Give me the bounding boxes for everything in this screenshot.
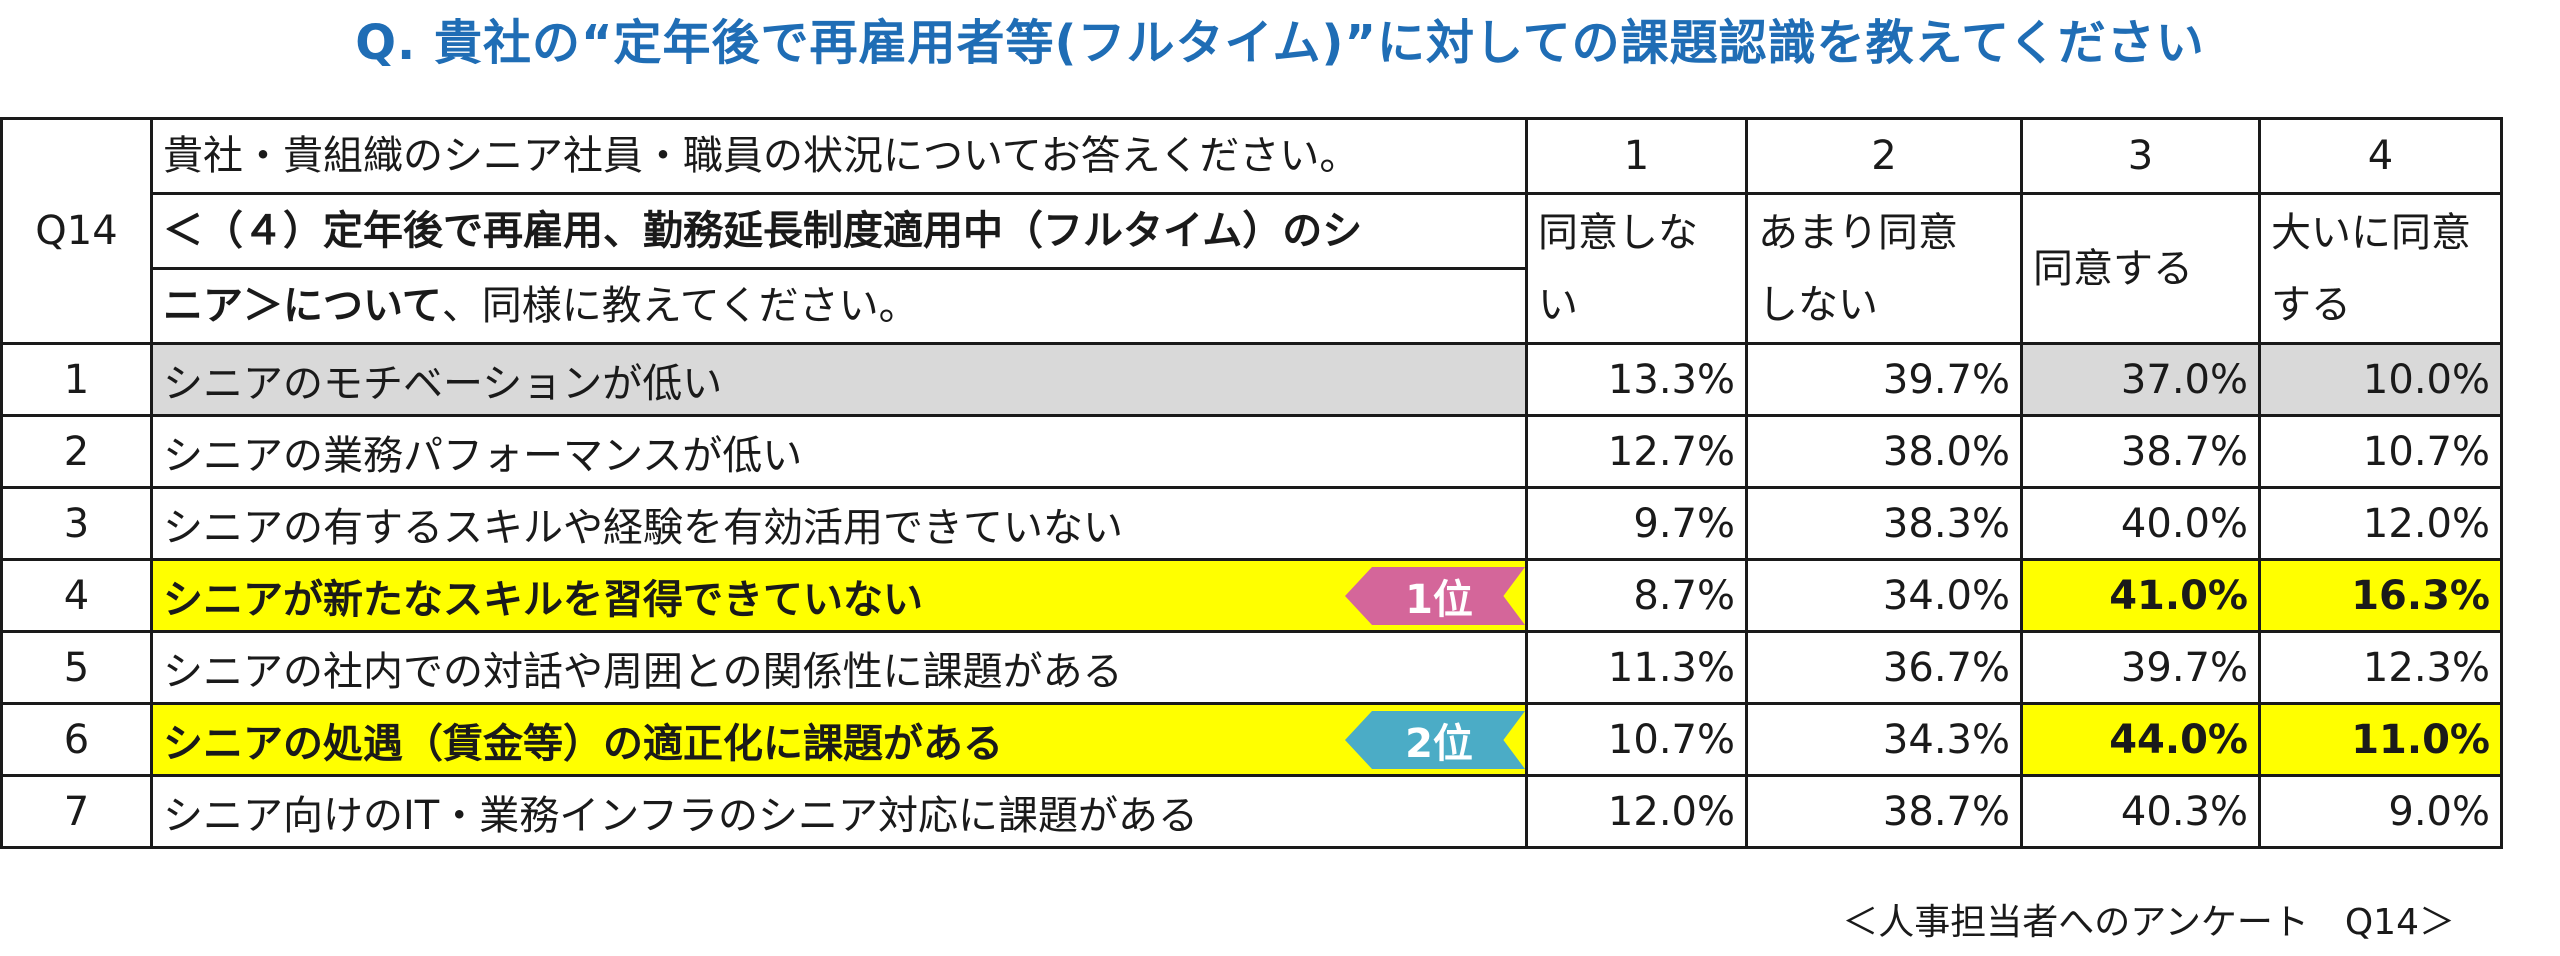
question-line-1: 貴社・貴組織のシニア社員・職員の状況についてお答えください。 [150,117,1528,195]
scale-number-4: 4 [2258,117,2503,195]
value-somewhat-disagree: 38.3% [1745,486,2023,561]
row-text: シニアの社内での対話や周囲との関係性に課題がある [150,630,1528,705]
value-disagree: 12.0% [1525,774,1748,849]
value-strongly-agree: 16.3% [2258,558,2503,633]
scale-label-1: 同意しな い [1525,192,1748,345]
row-text: シニアの業務パフォーマンスが低い [150,414,1528,489]
value-somewhat-disagree: 34.3% [1745,702,2023,777]
value-somewhat-disagree: 38.0% [1745,414,2023,489]
question-line-3-bold: ニア＞について [163,283,442,329]
value-disagree: 8.7% [1525,558,1748,633]
value-agree: 44.0% [2020,702,2261,777]
scale-label-2-line2: しない [1758,281,1878,328]
table-row: 6 シニアの処遇（賃金等）の適正化に課題がある 2位 10.7% 34.3% 4… [0,702,2503,777]
source-note: ＜人事担当者へのアンケート Q14＞ [1842,902,2455,943]
question-line-2: ＜（４）定年後で再雇用、勤務延長制度適用中（フルタイム）のシ [150,192,1528,270]
row-number: 4 [0,558,153,633]
value-disagree: 11.3% [1525,630,1748,705]
table-row: 2 シニアの業務パフォーマンスが低い 12.7% 38.0% 38.7% 10.… [0,414,2503,489]
table-row: 7 シニア向けのIT・業務インフラのシニア対応に課題がある 12.0% 38.7… [0,774,2503,849]
row-text: シニア向けのIT・業務インフラのシニア対応に課題がある [150,774,1528,849]
scale-label-2: あまり同意 しない [1745,192,2023,345]
row-text: シニアの処遇（賃金等）の適正化に課題がある [163,720,1003,767]
value-strongly-agree: 10.0% [2258,342,2503,417]
rank-2-badge: 2位 [1345,711,1525,769]
row-number: 1 [0,342,153,417]
scale-label-4-line2: する [2271,281,2351,328]
value-somewhat-disagree: 34.0% [1745,558,2023,633]
value-disagree: 12.7% [1525,414,1748,489]
row-number: 2 [0,414,153,489]
scale-label-2-line1: あまり同意 [1758,209,1958,256]
page-title: Q. 貴社の“定年後で再雇用者等(フルタイム)”に対しての課題認識を教えてくださ… [355,15,2205,71]
scale-label-4: 大いに同意 する [2258,192,2503,345]
table-row: 4 シニアが新たなスキルを習得できていない 1位 8.7% 34.0% 41.0… [0,558,2503,633]
header-row-question-end: ニア＞について、同様に教えてください。 [2,267,2502,345]
header-row-numbers: Q14 貴社・貴組織のシニア社員・職員の状況についてお答えください。 1 2 3… [0,117,2503,345]
table-row: 3 シニアの有するスキルや経験を有効活用できていない 9.7% 38.3% 40… [0,486,2503,561]
value-agree: 37.0% [2020,342,2261,417]
row-number: 3 [0,486,153,561]
value-agree: 40.3% [2020,774,2261,849]
row-number: 6 [0,702,153,777]
scale-label-1-line1: 同意しな [1538,209,1698,256]
header-row-labels: ＜（４）定年後で再雇用、勤務延長制度適用中（フルタイム）のシ 同意しな い あま… [2,192,2503,345]
row-text: シニアのモチベーションが低い [150,342,1528,417]
rank-1-badge: 1位 [1345,567,1525,625]
survey-table: Q14 貴社・貴組織のシニア社員・職員の状況についてお答えください。 1 2 3… [0,117,2503,849]
question-id: Q14 [0,117,153,345]
value-somewhat-disagree: 39.7% [1745,342,2023,417]
value-somewhat-disagree: 38.7% [1745,774,2023,849]
value-strongly-agree: 9.0% [2258,774,2503,849]
scale-number-2: 2 [1745,117,2023,195]
value-agree: 40.0% [2020,486,2261,561]
value-somewhat-disagree: 36.7% [1745,630,2023,705]
row-text: シニアの有するスキルや経験を有効活用できていない [150,486,1528,561]
row-number: 5 [0,630,153,705]
question-line-3-rest: 、同様に教えてください。 [441,283,919,329]
scale-label-4-line1: 大いに同意 [2271,209,2471,256]
value-disagree: 13.3% [1525,342,1748,417]
value-agree: 41.0% [2020,558,2261,633]
question-line-3: ニア＞について、同様に教えてください。 [150,267,1528,345]
row-text: シニアが新たなスキルを習得できていない [163,576,923,623]
value-disagree: 9.7% [1525,486,1748,561]
table-row: 5 シニアの社内での対話や周囲との関係性に課題がある 11.3% 36.7% 3… [0,630,2503,705]
row-text-highlighted: シニアが新たなスキルを習得できていない 1位 [150,558,1528,633]
scale-number-1: 1 [1525,117,1748,195]
value-strongly-agree: 10.7% [2258,414,2503,489]
value-agree: 38.7% [2020,414,2261,489]
value-agree: 39.7% [2020,630,2261,705]
scale-number-3: 3 [2020,117,2261,195]
value-strongly-agree: 11.0% [2258,702,2503,777]
row-text-highlighted: シニアの処遇（賃金等）の適正化に課題がある 2位 [150,702,1528,777]
scale-label-3-line1: 同意する [2033,245,2193,292]
table-row: 1 シニアのモチベーションが低い 13.3% 39.7% 37.0% 10.0% [0,342,2503,417]
scale-label-1-line2: い [1538,281,1578,328]
value-disagree: 10.7% [1525,702,1748,777]
row-number: 7 [0,774,153,849]
scale-label-3: 同意する [2020,192,2261,345]
value-strongly-agree: 12.0% [2258,486,2503,561]
value-strongly-agree: 12.3% [2258,630,2503,705]
